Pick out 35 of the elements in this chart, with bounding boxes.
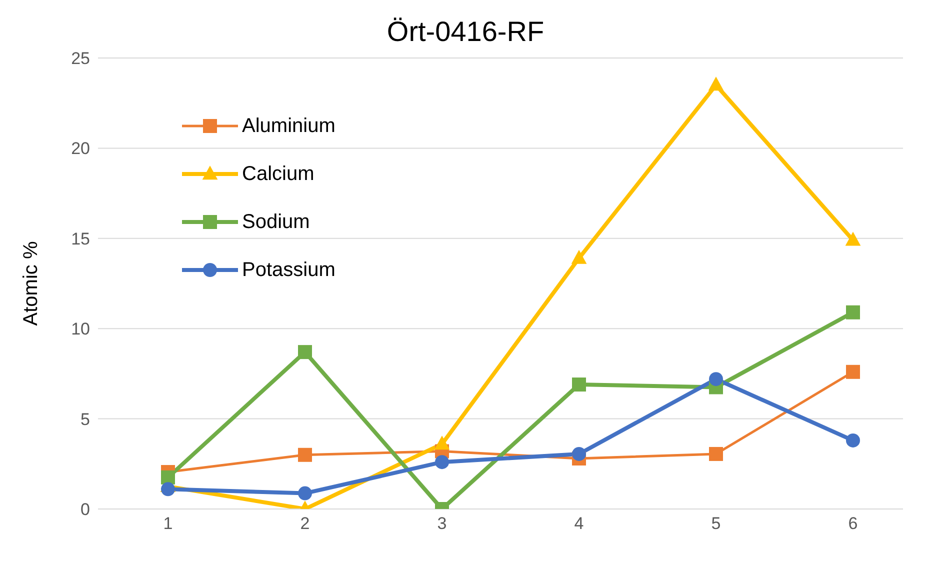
x-tick-label: 4 (574, 514, 584, 534)
point (298, 345, 312, 360)
x-tick-label: 3 (437, 514, 447, 534)
point (572, 378, 586, 392)
legend-label: Aluminium (242, 114, 336, 138)
y-tick-label: 0 (80, 500, 90, 520)
point (845, 232, 861, 246)
x-tick-label: 1 (163, 514, 173, 534)
y-tick-label: 5 (80, 410, 90, 429)
point (846, 364, 860, 379)
point (709, 446, 723, 461)
y-axis-title: Atomic % (20, 241, 42, 326)
y-tick-label: 25 (71, 49, 90, 68)
x-tick-label: 2 (300, 514, 310, 534)
point (161, 482, 175, 496)
point (298, 486, 312, 500)
point (709, 372, 723, 386)
y-tick-label: 20 (71, 139, 90, 158)
point (161, 470, 175, 484)
legend-label: Potassium (242, 258, 336, 282)
chart-title: Ört-0416-RF (386, 16, 546, 48)
legend-label: Calcium (242, 162, 314, 186)
point (708, 76, 724, 91)
point (435, 455, 449, 470)
point (571, 250, 587, 264)
x-tick-label: 5 (711, 514, 721, 534)
point (572, 446, 586, 461)
y-tick-label: 15 (71, 229, 90, 248)
point (846, 433, 860, 448)
x-tick-label: 6 (848, 514, 858, 534)
legend-label: Sodium (242, 210, 310, 234)
y-tick-label: 10 (71, 320, 90, 339)
point (434, 436, 450, 450)
point (298, 448, 312, 462)
point (846, 305, 860, 320)
